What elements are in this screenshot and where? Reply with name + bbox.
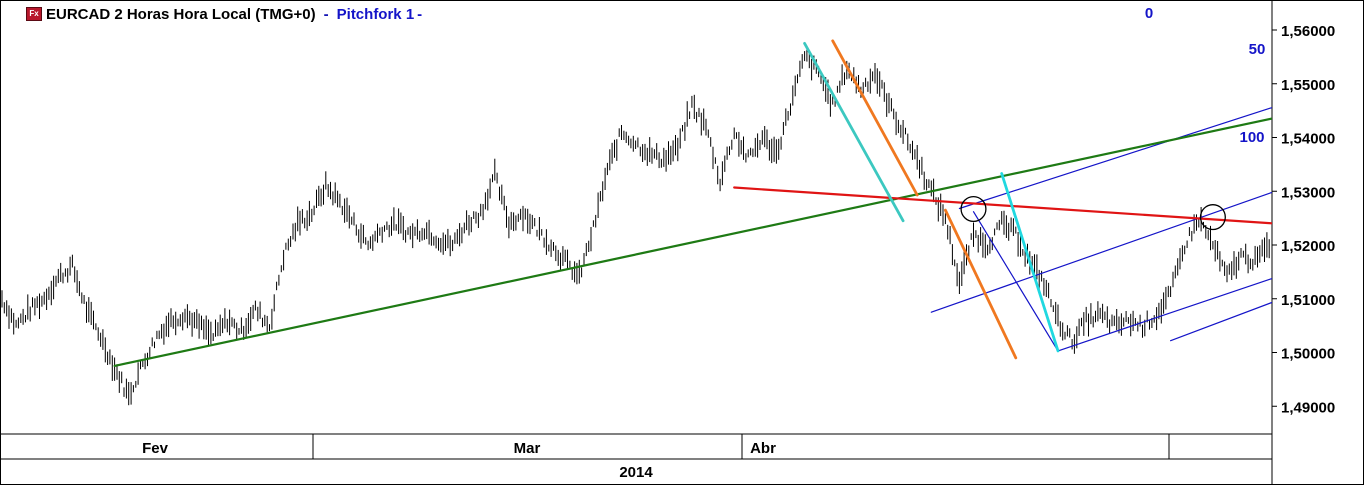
- y-tick-label: 1,49000: [1281, 399, 1335, 416]
- pitchfork-label: 0: [1145, 5, 1153, 22]
- green-trendline-line[interactable]: [113, 50, 1364, 367]
- orange-1-line[interactable]: [831, 39, 919, 197]
- axis-labels: 1,56000 1,55000 1,54000 1,53000 1,52000 …: [142, 5, 1335, 481]
- pitchfork-50-line[interactable]: [930, 60, 1364, 313]
- x-year-label: 2014: [619, 464, 653, 481]
- y-tick-label: 1,50000: [1281, 346, 1335, 363]
- x-tick-label: Abr: [750, 440, 776, 457]
- pitchfork-100-line[interactable]: [1057, 151, 1364, 352]
- highlight-circle[interactable]: [960, 195, 987, 223]
- highlight-circle[interactable]: [1355, 215, 1364, 240]
- pitchfork-lower-a-line[interactable]: [1169, 203, 1364, 342]
- symbol-title[interactable]: EURCAD 2 Horas Hora Local (TMG+0): [46, 5, 316, 23]
- x-tick-label: Fev: [142, 440, 169, 457]
- price-series: [1, 49, 1270, 406]
- pitchfork-0-line[interactable]: [958, 0, 1364, 210]
- y-tick-label: 1,53000: [1281, 184, 1335, 201]
- y-tick-label: 1,55000: [1281, 77, 1335, 94]
- y-tick-label: 1,56000: [1281, 23, 1335, 40]
- drawing-tools[interactable]: [113, 0, 1364, 367]
- highlight-circle[interactable]: [1199, 204, 1226, 231]
- drawing-group[interactable]: [113, 0, 1364, 367]
- red-trendline-line[interactable]: [733, 186, 1364, 247]
- x-tick-label: Mar: [514, 440, 541, 457]
- y-tick-label: 1,54000: [1281, 131, 1335, 148]
- cyan-2-line[interactable]: [1000, 172, 1060, 353]
- y-tick-label: 1,51000: [1281, 292, 1335, 309]
- fx-badge-icon: Fx: [26, 7, 42, 21]
- header-separator: -: [323, 5, 329, 23]
- study-menu-caret[interactable]: -: [417, 5, 423, 23]
- chart-header: Fx EURCAD 2 Horas Hora Local (TMG+0) - P…: [26, 4, 422, 24]
- pitchfork-study-title[interactable]: Pitchfork 1: [336, 5, 415, 23]
- highlight-circle[interactable]: [1299, 207, 1324, 232]
- y-tick-label: 1,52000: [1281, 238, 1335, 255]
- pitchfork-label: 100: [1239, 129, 1264, 146]
- orange-2-line[interactable]: [944, 208, 1018, 360]
- pitchfork-handle-line[interactable]: [972, 211, 1059, 352]
- teal-1-line[interactable]: [803, 42, 905, 223]
- pitchfork-label: 50: [1249, 41, 1266, 58]
